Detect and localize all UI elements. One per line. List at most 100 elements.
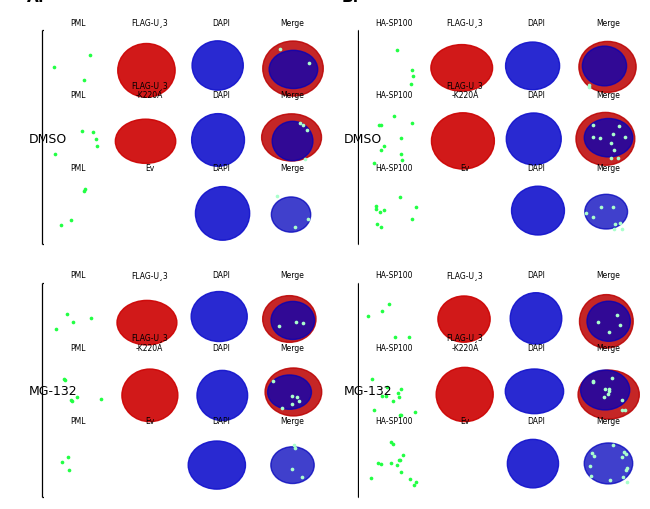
- Point: [62, 310, 72, 318]
- Text: DAPI: DAPI: [527, 416, 545, 425]
- Point: [608, 203, 618, 211]
- Point: [391, 47, 402, 55]
- Point: [385, 459, 396, 467]
- Point: [96, 395, 107, 404]
- Point: [287, 400, 298, 408]
- Point: [395, 456, 405, 464]
- Point: [376, 460, 386, 468]
- Text: FLAG-U¸3: FLAG-U¸3: [131, 271, 168, 279]
- Point: [599, 385, 610, 393]
- Point: [604, 328, 614, 336]
- Ellipse shape: [265, 368, 322, 416]
- Point: [59, 376, 70, 384]
- Point: [382, 384, 392, 392]
- Text: HA-SP100: HA-SP100: [375, 19, 412, 27]
- Point: [398, 451, 408, 460]
- Point: [606, 374, 617, 382]
- Point: [373, 122, 384, 130]
- Ellipse shape: [188, 441, 246, 489]
- Text: FLAG-U¸3: FLAG-U¸3: [447, 19, 484, 27]
- Text: HA-SP100: HA-SP100: [375, 91, 412, 100]
- Point: [72, 393, 82, 401]
- Point: [586, 449, 597, 458]
- Text: HA-SP100: HA-SP100: [375, 416, 412, 425]
- Point: [584, 462, 595, 470]
- Text: DAPI: DAPI: [212, 19, 230, 27]
- Point: [617, 454, 627, 462]
- Point: [92, 142, 102, 150]
- Ellipse shape: [432, 114, 495, 169]
- Point: [375, 209, 385, 217]
- Point: [592, 319, 603, 327]
- Point: [289, 441, 300, 449]
- Point: [382, 392, 392, 401]
- Point: [287, 392, 297, 400]
- Text: FLAG-U¸3
-K220A: FLAG-U¸3 -K220A: [131, 333, 168, 352]
- Point: [303, 215, 313, 223]
- Text: DAPI: DAPI: [212, 91, 230, 100]
- Point: [56, 221, 66, 230]
- Text: Merge: Merge: [596, 271, 619, 279]
- Ellipse shape: [580, 295, 633, 348]
- Text: Merge: Merge: [281, 19, 304, 27]
- Text: Merge: Merge: [281, 91, 304, 100]
- Text: DMSO: DMSO: [29, 133, 67, 146]
- Point: [64, 466, 74, 474]
- Point: [79, 77, 89, 85]
- Text: PML: PML: [71, 19, 86, 27]
- Point: [274, 322, 285, 330]
- Text: MG-132: MG-132: [29, 385, 77, 398]
- Point: [581, 209, 592, 217]
- Ellipse shape: [261, 115, 322, 162]
- Point: [376, 122, 386, 130]
- Point: [396, 411, 406, 419]
- Text: FLAG-U¸3
-K220A: FLAG-U¸3 -K220A: [131, 81, 168, 100]
- Text: DAPI: DAPI: [212, 416, 230, 425]
- Ellipse shape: [510, 293, 562, 345]
- Text: Merge: Merge: [596, 416, 619, 425]
- Ellipse shape: [118, 44, 175, 98]
- Ellipse shape: [587, 302, 630, 342]
- Ellipse shape: [505, 369, 564, 414]
- Point: [66, 395, 77, 404]
- Point: [614, 123, 624, 131]
- Point: [80, 186, 90, 194]
- Point: [379, 207, 389, 215]
- Ellipse shape: [268, 375, 311, 410]
- Point: [386, 438, 396, 446]
- Point: [616, 225, 627, 233]
- Point: [363, 313, 374, 321]
- Point: [291, 318, 301, 326]
- Text: FLAG-U¸3: FLAG-U¸3: [447, 271, 484, 279]
- Text: Merge: Merge: [281, 164, 304, 173]
- Point: [396, 151, 407, 159]
- Point: [621, 449, 631, 458]
- Point: [396, 386, 406, 394]
- Point: [404, 475, 415, 483]
- Point: [367, 473, 377, 482]
- Point: [620, 406, 630, 414]
- Point: [406, 80, 416, 89]
- Point: [287, 465, 298, 473]
- Ellipse shape: [197, 371, 248, 421]
- Point: [588, 133, 598, 142]
- Ellipse shape: [263, 296, 316, 343]
- Ellipse shape: [579, 42, 636, 93]
- Point: [79, 187, 90, 195]
- Point: [67, 398, 77, 406]
- Point: [300, 155, 310, 163]
- Point: [57, 458, 68, 466]
- Point: [370, 203, 381, 211]
- Point: [588, 378, 598, 386]
- Ellipse shape: [508, 439, 558, 488]
- Text: Merge: Merge: [596, 91, 619, 100]
- Text: PML: PML: [71, 271, 86, 279]
- Point: [373, 459, 384, 467]
- Ellipse shape: [272, 122, 313, 161]
- Point: [377, 392, 387, 401]
- Point: [411, 204, 421, 212]
- Point: [49, 151, 60, 159]
- Ellipse shape: [122, 370, 178, 422]
- Point: [616, 397, 627, 405]
- Text: FLAG-U¸3
-K220A: FLAG-U¸3 -K220A: [447, 333, 484, 352]
